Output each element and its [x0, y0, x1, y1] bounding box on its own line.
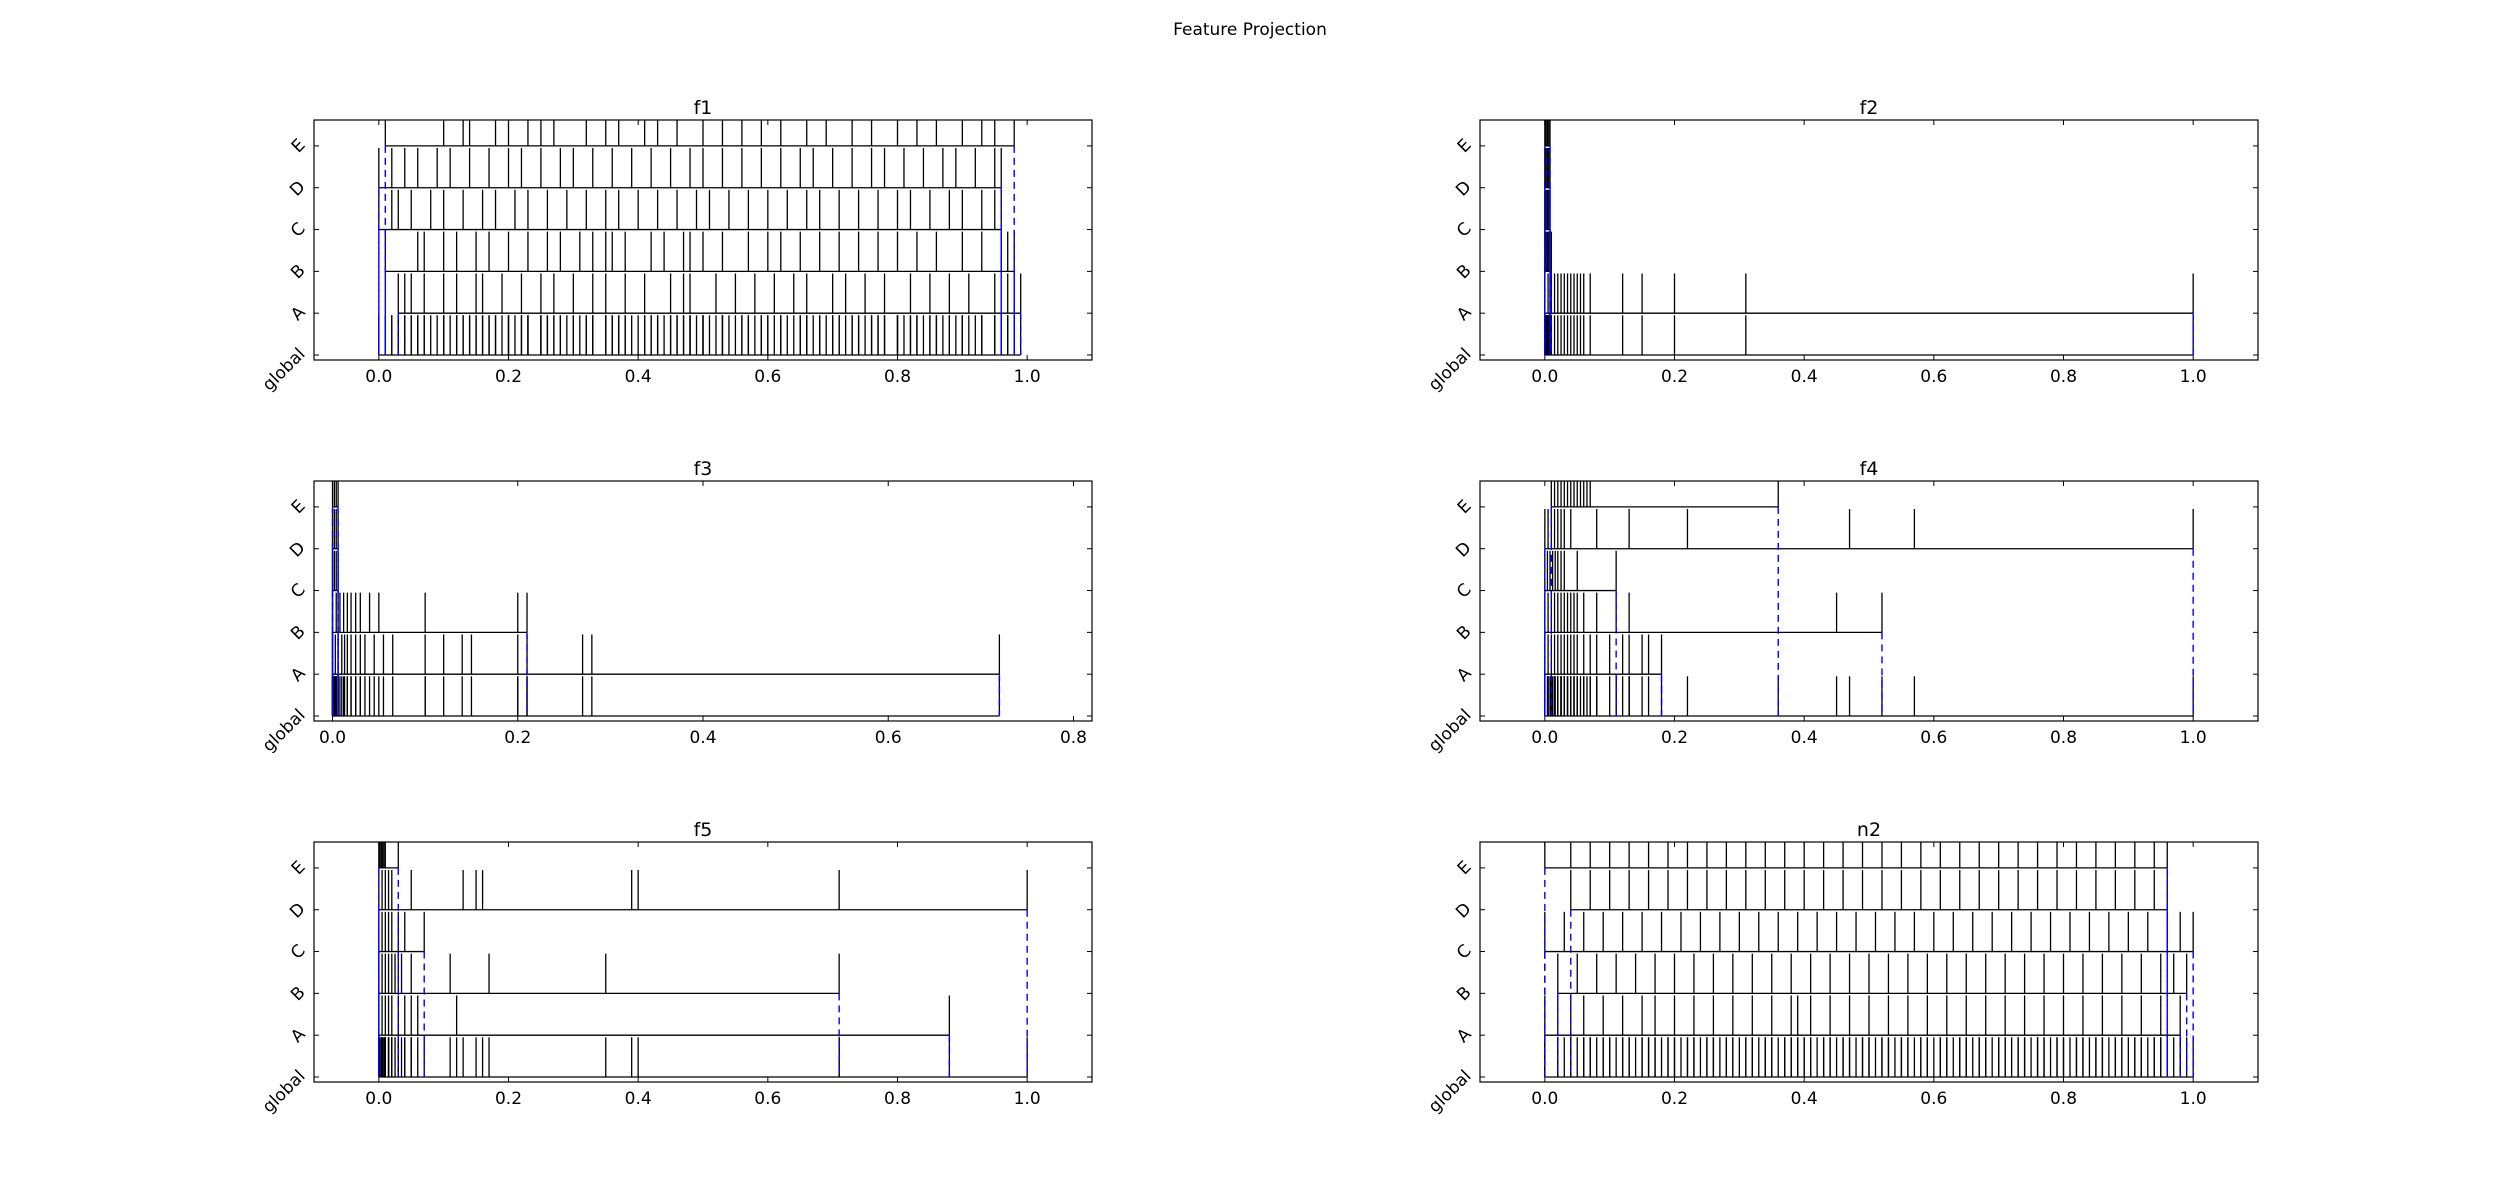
x-tick-label: 0.0	[365, 1089, 392, 1109]
plot-area	[378, 120, 1022, 356]
plot-area	[331, 481, 1001, 717]
x-tick-label: 0.0	[365, 367, 392, 387]
x-tick-label: 0.8	[884, 367, 911, 387]
x-tick-label: 0.2	[1661, 1089, 1688, 1109]
x-tick-label: 1.0	[2180, 1089, 2207, 1109]
y-row-label: A	[287, 1024, 310, 1047]
axes-frame	[1479, 841, 2259, 1083]
chart-title: f1	[694, 97, 713, 119]
plot-area	[1544, 120, 2194, 356]
x-tick-label: 0.2	[495, 367, 522, 387]
y-row-label: A	[1453, 663, 1476, 686]
y-row-label: A	[1453, 1024, 1476, 1047]
y-row-label: global	[1425, 344, 1476, 395]
y-row-label: D	[286, 177, 309, 200]
axes-frame	[1479, 119, 2259, 361]
x-tick-label: 0.4	[689, 728, 716, 748]
x-tick-label: 0.4	[1791, 728, 1818, 748]
x-tick-label: 0.0	[319, 728, 346, 748]
y-row-label: A	[287, 302, 310, 325]
y-row-label: B	[287, 261, 309, 283]
y-row-label: C	[287, 580, 310, 603]
y-row-label: B	[1453, 622, 1475, 644]
x-tick-label: 0.2	[1661, 367, 1688, 387]
y-row-label: D	[286, 538, 309, 561]
y-row-label: A	[1453, 302, 1476, 325]
y-row-label: global	[259, 705, 310, 756]
x-tick-label: 0.2	[1661, 728, 1688, 748]
x-tick-label: 1.0	[1014, 367, 1041, 387]
y-row-label: E	[288, 857, 310, 879]
x-tick-label: 0.8	[2050, 1089, 2077, 1109]
y-row-label: C	[1453, 580, 1476, 603]
x-tick-label: 0.6	[1920, 367, 1947, 387]
x-tick-label: 0.4	[625, 367, 652, 387]
plot-area	[378, 842, 1028, 1078]
figure-title: Feature Projection	[1173, 20, 1327, 40]
x-tick-label: 0.6	[875, 728, 902, 748]
x-tick-label: 0.8	[2050, 728, 2077, 748]
y-row-label: D	[1452, 177, 1475, 200]
x-tick-label: 0.6	[754, 1089, 781, 1109]
y-row-label: B	[1453, 983, 1475, 1005]
x-tick-label: 0.0	[1531, 367, 1558, 387]
y-row-label: C	[1453, 941, 1476, 964]
y-row-label: E	[1454, 857, 1476, 879]
plot-area	[1544, 842, 2194, 1078]
y-row-label: B	[287, 622, 309, 644]
x-tick-label: 1.0	[1014, 1089, 1041, 1109]
y-row-label: global	[1425, 705, 1476, 756]
axes-frame	[1479, 480, 2259, 722]
x-tick-label: 0.2	[504, 728, 531, 748]
y-row-label: E	[288, 496, 310, 518]
y-row-label: global	[259, 344, 310, 395]
x-tick-label: 0.4	[1791, 367, 1818, 387]
x-tick-label: 1.0	[2180, 367, 2207, 387]
x-tick-label: 0.0	[1531, 728, 1558, 748]
y-row-label: C	[287, 941, 310, 964]
y-row-label: E	[1454, 496, 1476, 518]
chart-title: f4	[1860, 458, 1879, 480]
x-tick-label: 1.0	[2180, 728, 2207, 748]
x-tick-label: 0.6	[1920, 1089, 1947, 1109]
y-row-label: C	[287, 219, 310, 242]
x-tick-label: 0.8	[2050, 367, 2077, 387]
y-row-label: E	[1454, 135, 1476, 157]
chart-title: n2	[1857, 819, 1881, 841]
chart-title: f2	[1860, 97, 1879, 119]
y-row-label: D	[286, 899, 309, 922]
y-row-label: D	[1452, 538, 1475, 561]
plot-area	[1544, 481, 2194, 717]
x-tick-label: 0.8	[884, 1089, 911, 1109]
x-tick-label: 0.2	[495, 1089, 522, 1109]
x-tick-label: 0.0	[1531, 1089, 1558, 1109]
y-row-label: B	[1453, 261, 1475, 283]
x-tick-label: 0.8	[1060, 728, 1087, 748]
y-row-label: A	[287, 663, 310, 686]
x-tick-label: 0.6	[1920, 728, 1947, 748]
y-row-label: global	[259, 1066, 310, 1117]
y-row-label: B	[287, 983, 309, 1005]
y-row-label: global	[1425, 1066, 1476, 1117]
axes-frame	[313, 841, 1093, 1083]
chart-title: f5	[694, 819, 713, 841]
axes-frame	[313, 480, 1093, 722]
x-tick-label: 0.4	[1791, 1089, 1818, 1109]
y-row-label: C	[1453, 219, 1476, 242]
y-row-label: D	[1452, 899, 1475, 922]
x-tick-label: 0.6	[754, 367, 781, 387]
chart-title: f3	[694, 458, 713, 480]
x-tick-label: 0.4	[625, 1089, 652, 1109]
y-row-label: E	[288, 135, 310, 157]
